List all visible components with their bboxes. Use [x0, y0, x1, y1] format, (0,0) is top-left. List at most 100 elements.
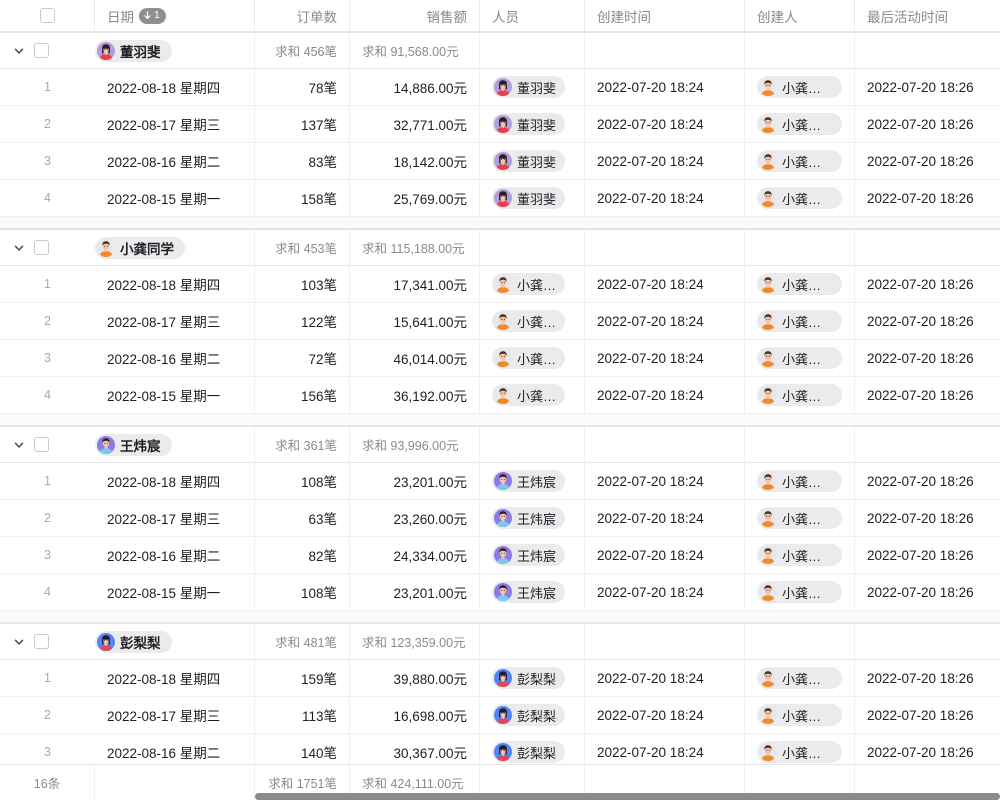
cell-sales: 23,201.00元	[350, 574, 480, 610]
group-orders-sum: 求和 361笔	[255, 427, 350, 462]
person-chip-label: 小龚同学	[782, 117, 833, 133]
cell-orders: 108笔	[255, 574, 350, 610]
table-row[interactable]: 2 2022-08-17 星期三 63笔 23,260.00元 王炜宸 2022-07-2…	[0, 500, 1000, 537]
creator-chip: 小龚同学	[757, 384, 842, 406]
cell-person: 王炜宸	[480, 537, 585, 573]
sort-order-badge[interactable]: 1	[139, 7, 166, 24]
cell-creator: 小龚同学	[745, 463, 855, 499]
grid-body[interactable]: 董羽斐 求和 456笔 求和 91,568.00元 1 2022-08-18 星期四 78…	[0, 32, 1000, 764]
person-chip: 王炜宸	[492, 470, 566, 492]
footer-blank-person	[480, 765, 585, 800]
cell-sales: 17,341.00元	[350, 266, 480, 302]
creator-chip: 小龚同学	[757, 581, 842, 603]
table-row[interactable]: 2 2022-08-17 星期三 113笔 16,698.00元 彭梨梨 2022-07-…	[0, 697, 1000, 734]
table-row[interactable]: 1 2022-08-18 星期四 78笔 14,886.00元 董羽斐 2022-07-2…	[0, 69, 1000, 106]
person-chip-label: 王炜宸	[517, 548, 557, 564]
cell-last-activity-time: 2022-07-20 18:26	[867, 153, 974, 169]
avatar	[759, 275, 777, 293]
horizontal-scrollbar-thumb[interactable]	[255, 793, 1000, 800]
person-chip-label: 小龚同学	[782, 671, 833, 687]
avatar	[97, 632, 115, 651]
cell-creator: 小龚同学	[745, 537, 855, 573]
row-index: 1	[44, 474, 51, 488]
person-chip-label: 董羽斐	[517, 191, 557, 207]
chevron-down-icon[interactable]	[12, 44, 26, 58]
cell-sales: 16,698.00元	[350, 697, 480, 733]
group-orders-sum: 求和 453笔	[255, 230, 350, 265]
table-row[interactable]: 4 2022-08-15 星期一 108笔 23,201.00元 王炜宸 2022-07-…	[0, 574, 1000, 611]
cell-creator: 小龚同学	[745, 106, 855, 142]
group-select-checkbox[interactable]	[34, 240, 49, 255]
sort-order-number: 1	[154, 9, 160, 22]
person-chip-label: 彭梨梨	[517, 671, 557, 687]
row-index: 3	[44, 745, 51, 759]
horizontal-scrollbar[interactable]	[0, 792, 1000, 800]
table-row[interactable]: 3 2022-08-16 星期二 140笔 30,367.00元 彭梨梨 2022-07-…	[0, 734, 1000, 764]
creator-chip: 小龚同学	[757, 187, 842, 209]
select-all-checkbox[interactable]	[39, 8, 55, 23]
cell-created-time: 2022-07-20 18:24	[585, 463, 745, 499]
group-blank-lastact	[855, 427, 1000, 462]
person-chip-label: 小龚…	[517, 351, 557, 367]
cell-last-activity-time: 2022-07-20 18:26	[867, 473, 974, 489]
cell-orders: 137笔	[255, 106, 350, 142]
cell-person: 董羽斐	[480, 143, 585, 179]
table-row[interactable]: 3 2022-08-16 星期二 82笔 24,334.00元 王炜宸 2022-07-2…	[0, 537, 1000, 574]
cell-date: 2022-08-18 星期四	[95, 69, 255, 105]
header-label-created: 创建时间	[597, 9, 651, 25]
table-row[interactable]: 2 2022-08-17 星期三 137笔 32,771.00元 董羽斐 2022-07-…	[0, 106, 1000, 143]
person-chip-label: 小龚…	[517, 277, 557, 293]
avatar	[97, 435, 115, 454]
table-row[interactable]: 3 2022-08-16 星期二 83笔 18,142.00元 董羽斐 2022-07-2…	[0, 143, 1000, 180]
group-gutter	[0, 624, 95, 659]
person-chip-label: 王炜宸	[517, 585, 557, 601]
table-row[interactable]: 1 2022-08-18 星期四 108笔 23,201.00元 王炜宸 2022-07-…	[0, 463, 1000, 500]
table-row[interactable]: 4 2022-08-15 星期一 158笔 25,769.00元 董羽斐 2022-07-…	[0, 180, 1000, 217]
table-row[interactable]: 1 2022-08-18 星期四 159笔 39,880.00元 彭梨梨 2022-07-…	[0, 660, 1000, 697]
table-row[interactable]: 1 2022-08-18 星期四 103笔 17,341.00元 小龚… 2022-07-…	[0, 266, 1000, 303]
person-chip-label: 王炜宸	[517, 511, 557, 527]
cell-created-time: 2022-07-20 18:24	[585, 500, 745, 536]
cell-person: 小龚…	[480, 377, 585, 413]
group-header-row[interactable]: 王炜宸 求和 361笔 求和 93,996.00元	[0, 426, 1000, 463]
group-header-row[interactable]: 彭梨梨 求和 481笔 求和 123,359.00元	[0, 623, 1000, 660]
cell-orders: 83笔	[255, 143, 350, 179]
person-chip-label: 王炜宸	[120, 438, 161, 454]
cell-creator: 小龚同学	[745, 69, 855, 105]
row-index: 1	[44, 671, 51, 685]
person-chip-label: 小龚同学	[782, 585, 833, 601]
header-label-lastact: 最后活动时间	[867, 9, 948, 25]
cell-created-time: 2022-07-20 18:24	[585, 143, 745, 179]
cell-created-time: 2022-07-20 18:24	[585, 266, 745, 302]
group-blank-lastact	[855, 624, 1000, 659]
cell-person: 彭梨梨	[480, 734, 585, 764]
cell-last-activity-time: 2022-07-20 18:26	[867, 190, 974, 206]
cell-created-time: 2022-07-20 18:24	[585, 697, 745, 733]
cell-orders: 159笔	[255, 660, 350, 696]
cell-person: 小龚…	[480, 340, 585, 376]
group-select-checkbox[interactable]	[34, 634, 49, 649]
person-chip: 小龚…	[492, 347, 566, 369]
group-select-checkbox[interactable]	[34, 437, 49, 452]
row-index: 2	[44, 314, 51, 328]
group-name-cell: 董羽斐	[95, 33, 255, 68]
header-label-orders: 订单数	[296, 9, 338, 25]
cell-date: 2022-08-16 星期二	[95, 340, 255, 376]
group-select-checkbox[interactable]	[34, 43, 49, 58]
table-row[interactable]: 2 2022-08-17 星期三 122笔 15,641.00元 小龚… 2022-07-…	[0, 303, 1000, 340]
group-header-row[interactable]: 小龚同学 求和 453笔 求和 115,188.00元	[0, 229, 1000, 266]
chevron-down-icon[interactable]	[12, 438, 26, 452]
cell-created-time: 2022-07-20 18:24	[585, 537, 745, 573]
group-sales-sum: 求和 115,188.00元	[350, 230, 480, 265]
header-cell-orders: 订单数	[255, 0, 350, 31]
chevron-down-icon[interactable]	[12, 241, 26, 255]
group-blank-person	[480, 427, 585, 462]
cell-date: 2022-08-15 星期一	[95, 574, 255, 610]
chevron-down-icon[interactable]	[12, 635, 26, 649]
cell-person: 董羽斐	[480, 180, 585, 216]
group-header-row[interactable]: 董羽斐 求和 456笔 求和 91,568.00元	[0, 32, 1000, 69]
person-chip-label: 小龚同学	[782, 351, 833, 367]
table-row[interactable]: 4 2022-08-15 星期一 156笔 36,192.00元 小龚… 2022-07-…	[0, 377, 1000, 414]
group-sales-sum: 求和 91,568.00元	[350, 33, 480, 68]
table-row[interactable]: 3 2022-08-16 星期二 72笔 46,014.00元 小龚… 2022-07-2…	[0, 340, 1000, 377]
